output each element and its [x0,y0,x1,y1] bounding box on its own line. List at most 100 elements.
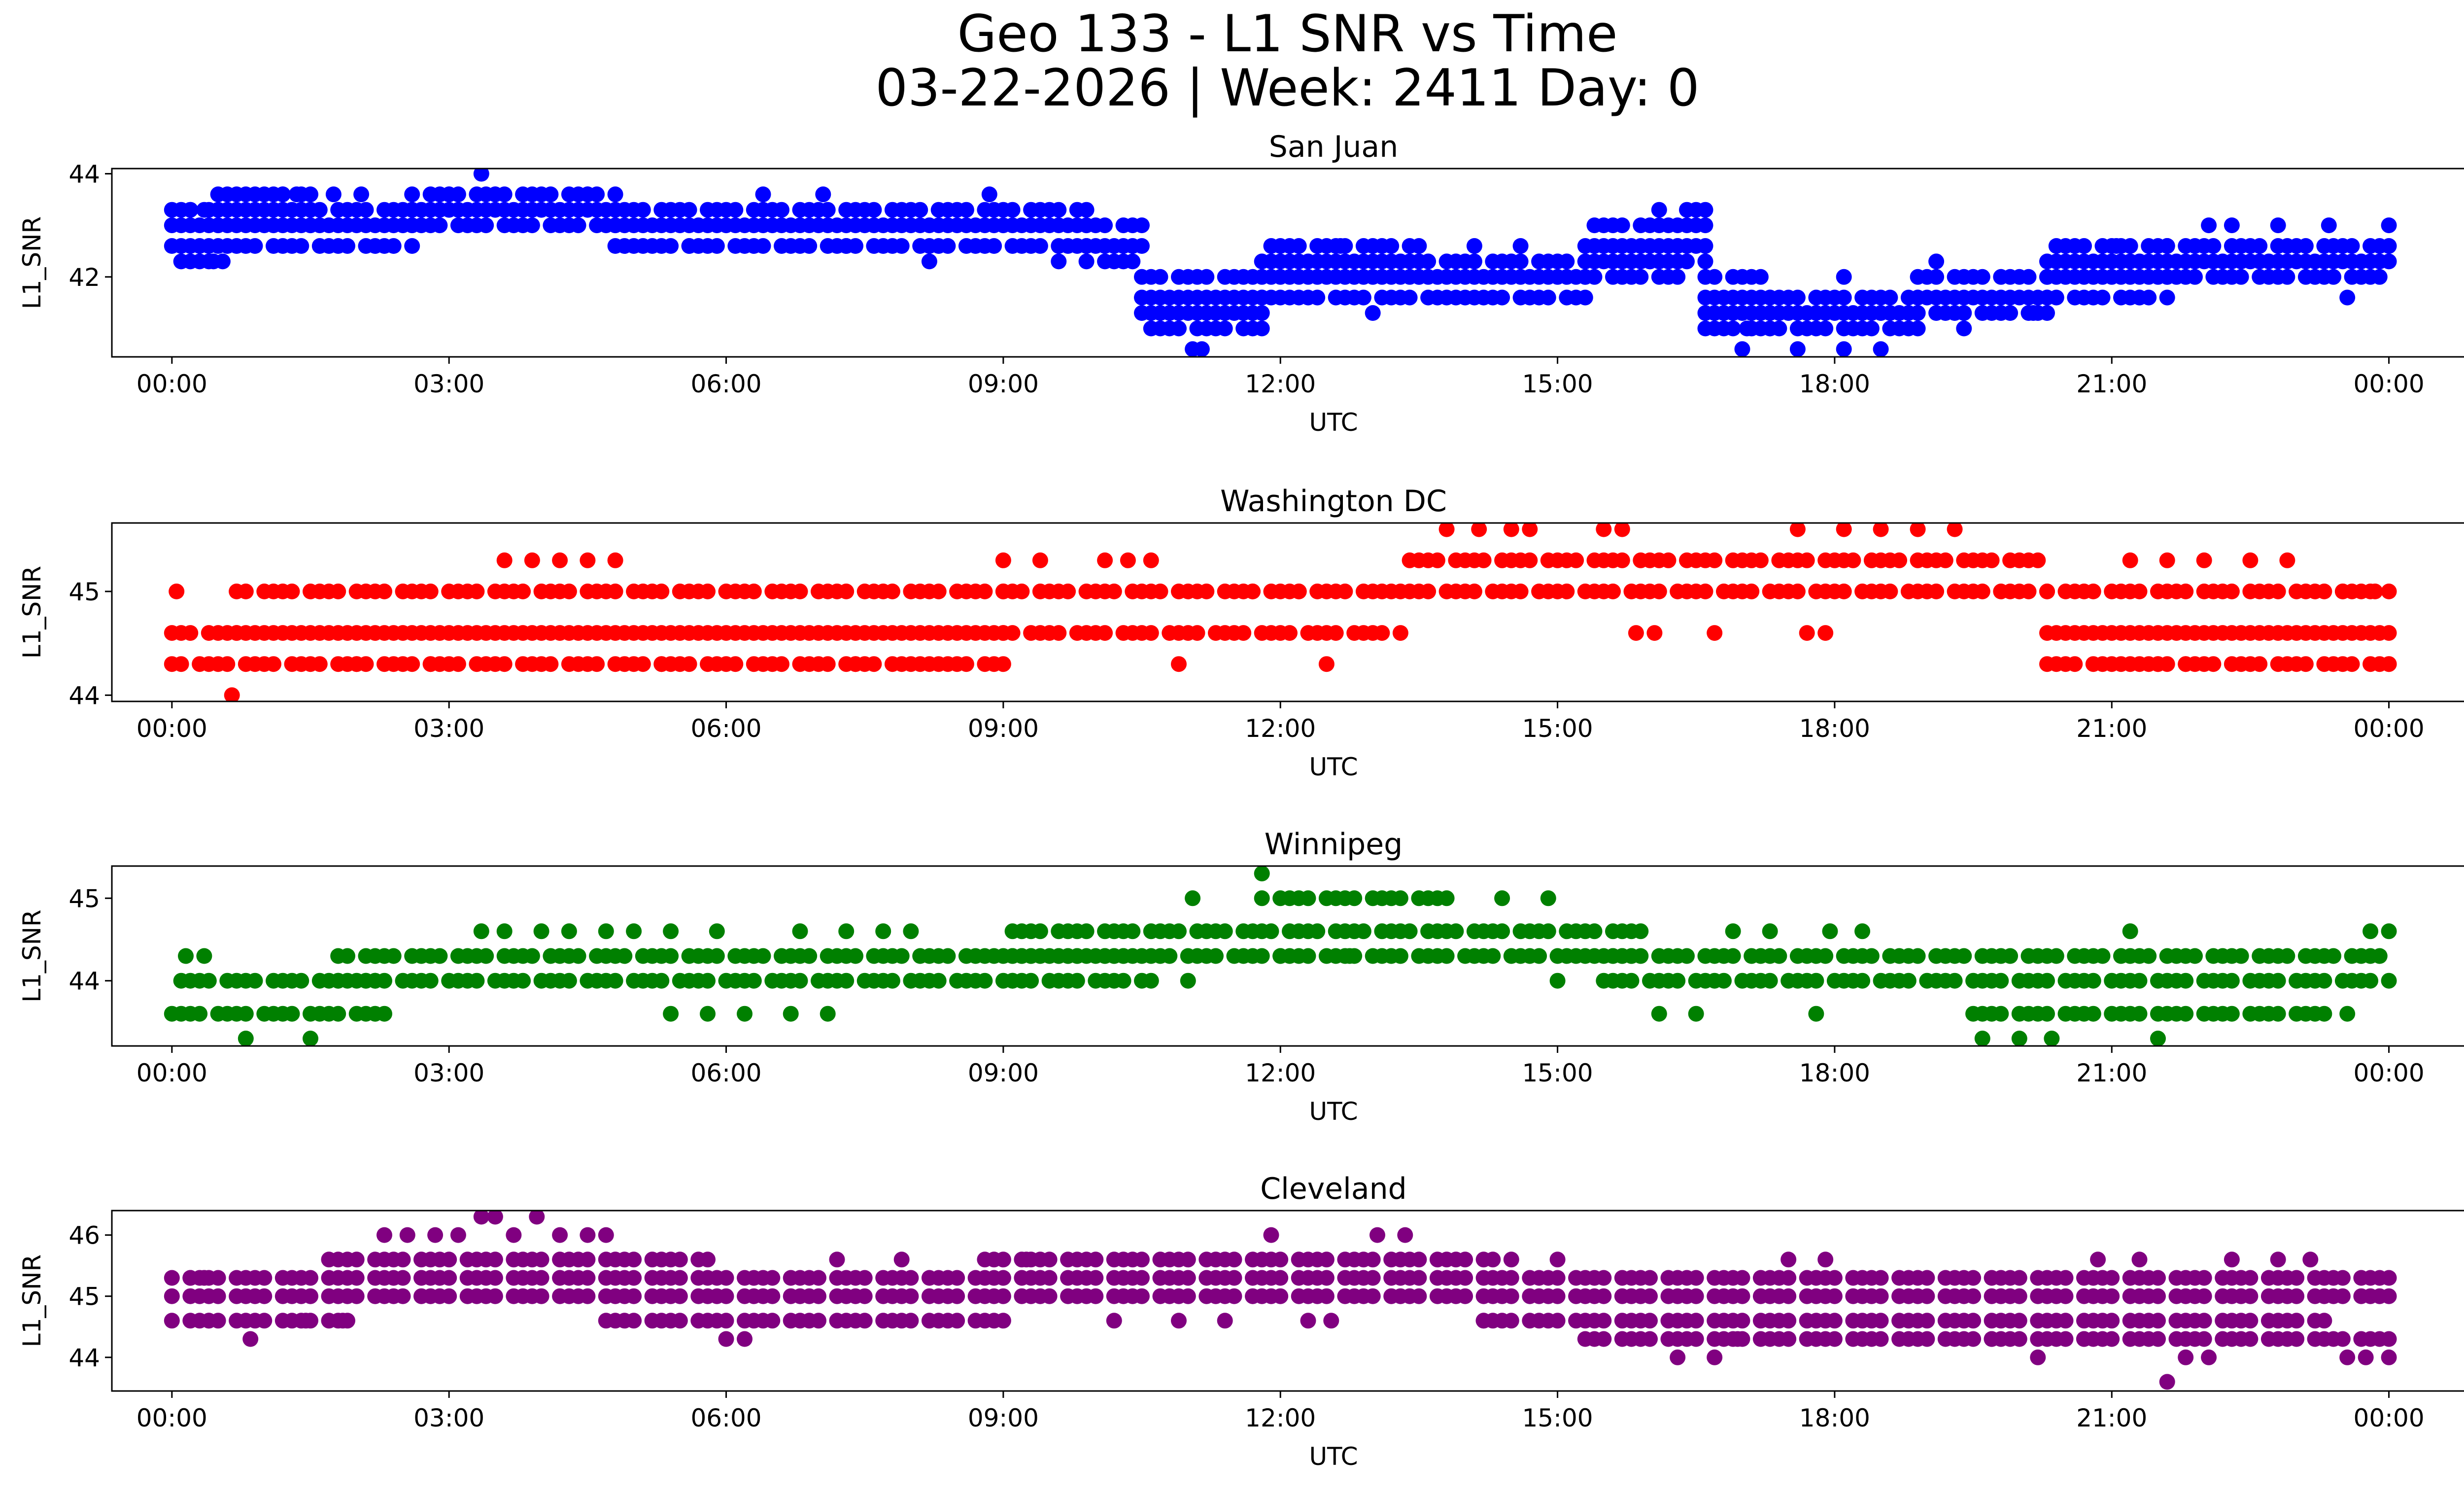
x-tick-label: 09:00 [968,1404,1039,1432]
data-point [1438,948,1455,964]
data-point [2205,238,2222,254]
data-point [1365,1270,1381,1286]
data-point [2233,269,2249,285]
data-point [1365,1288,1381,1304]
data-point [2224,1006,2240,1022]
data-point [561,923,577,939]
data-point [1540,289,1556,306]
data-point [820,1006,836,1022]
data-point [1642,1288,1658,1304]
data-point [2233,948,2249,964]
data-point [820,656,836,672]
data-point [2381,583,2397,599]
data-point [1180,1288,1196,1304]
data-point [288,186,305,203]
data-point [1836,269,1852,285]
x-tick-label: 06:00 [690,714,761,743]
data-point [1651,583,1667,599]
data-point [2039,583,2055,599]
data-point [1910,305,1926,321]
data-point [478,217,494,234]
data-point [1919,1331,1935,1347]
data-point [866,202,882,218]
data-point [1189,625,1205,641]
data-point [1725,320,1741,337]
data-point [1780,1288,1797,1304]
data-point [2279,948,2295,964]
data-point [348,1288,365,1304]
data-point [1420,583,1437,599]
data-point [1309,289,1326,306]
data-point [2289,1270,2305,1286]
data-point [335,1313,351,1329]
data-point [1457,1288,1473,1304]
data-point [1503,523,1519,537]
data-point [1956,305,1972,321]
data-point [238,186,254,203]
x-axis-label: UTC [1309,408,1358,437]
data-point [1531,948,1547,964]
data-point [1069,973,1085,989]
data-point [533,1252,549,1268]
data-point [2224,217,2240,234]
data-point [2270,973,2286,989]
data-point [441,1288,457,1304]
data-point [1956,948,1972,964]
x-axis-label: UTC [1309,1097,1358,1126]
data-point [1725,923,1741,939]
data-point [1522,552,1538,568]
data-point [1152,269,1168,285]
data-point [473,1211,489,1225]
data-point [1485,1252,1501,1268]
data-point [2178,973,2194,989]
data-point [1873,341,1889,357]
data-point [764,1270,781,1286]
data-point [274,186,291,203]
data-point [1799,625,1815,641]
data-point [1180,1270,1196,1286]
data-point [820,202,836,218]
data-point [2279,552,2295,568]
x-tick-label: 18:00 [1799,370,1870,398]
data-point [1226,1270,1242,1286]
data-point [1134,238,1150,254]
data-point [1688,1313,1704,1329]
data-point [178,948,194,964]
data-point [1341,948,1358,964]
data-point [764,1288,781,1304]
y-tick-label: 45 [68,884,100,913]
data-point [2334,1288,2351,1304]
data-point [2187,269,2203,285]
data-point [1134,1252,1150,1268]
data-point [1198,583,1215,599]
data-point [1503,1252,1519,1268]
data-point [2178,1006,2194,1022]
data-point [293,973,309,989]
data-point [247,973,263,989]
data-point [1974,269,1990,285]
data-point [266,656,281,672]
data-point [1171,656,1187,672]
data-point [1051,253,1067,270]
data-point [473,169,489,182]
data-point [1559,253,1575,270]
data-point [2270,1006,2286,1022]
data-point [1217,923,1233,939]
data-point [533,1270,549,1286]
data-point [219,656,236,672]
data-point [358,202,374,218]
data-point [1808,1006,1824,1022]
data-point [1549,973,1566,989]
data-point [2196,1270,2212,1286]
data-point [201,1313,217,1329]
data-point [1762,973,1778,989]
data-point [1910,523,1926,537]
data-point [2159,1374,2175,1390]
data-point [330,973,346,989]
data-point [1974,583,1990,599]
data-point [1697,217,1713,234]
data-point [737,1006,753,1022]
data-point [1226,1288,1242,1304]
data-point [792,973,808,989]
data-point [385,238,402,254]
